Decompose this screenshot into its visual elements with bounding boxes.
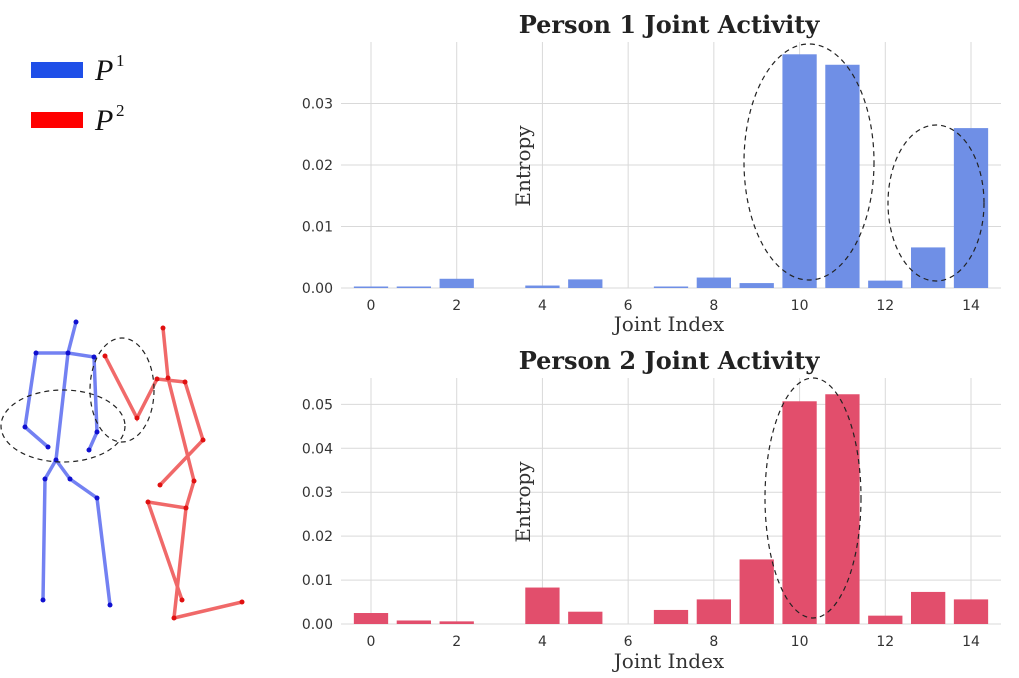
- legend: P 1 P 2: [31, 51, 125, 137]
- highlight-ellipse-p2-arm: [89, 337, 155, 443]
- y-tick-label: 0.00: [302, 281, 333, 297]
- bar-joint-12: [868, 615, 903, 624]
- x-tick-label: 2: [452, 298, 461, 314]
- bar-joint-0: [353, 613, 389, 624]
- x-tick-label: 12: [876, 634, 894, 650]
- chart-person-1: Person 1 Joint Activity 0 2 4 6 8 10 12 14 0.00…: [302, 10, 1001, 336]
- legend-item-p1: P 1: [31, 51, 125, 87]
- y-tick-label: 0.02: [302, 529, 333, 545]
- x-tick-label: 4: [538, 298, 547, 314]
- y-axis-label: Entropy: [511, 125, 535, 207]
- bar-joint-2: [439, 278, 474, 288]
- x-tick-label: 2: [452, 634, 461, 650]
- bar-joint-1: [396, 286, 431, 288]
- bar-joint-5: [568, 279, 603, 288]
- highlight-ellipse-joints-13-14: [887, 124, 985, 282]
- x-tick-label: 8: [709, 298, 718, 314]
- legend-sup-p2: 2: [116, 101, 125, 120]
- x-axis-label: Joint Index: [612, 649, 725, 673]
- skeleton-illustration: [0, 319, 245, 621]
- x-tick-labels: 0 2 4 6 8 10 12 14: [367, 298, 980, 314]
- bar-joint-5: [568, 611, 603, 624]
- skeleton-person-2: [103, 326, 244, 620]
- bars: [353, 54, 989, 288]
- bar-joint-10: [782, 401, 817, 624]
- y-tick-label: 0.02: [302, 158, 333, 174]
- highlight-ellipse-joints-10-11: [743, 43, 875, 281]
- chart-person-2: Person 2 Joint Activity 0 2 4 6 8 10 12 14 0.00…: [302, 346, 1001, 673]
- bar-joint-9: [739, 559, 774, 624]
- chart-title: Person 1 Joint Activity: [519, 10, 821, 39]
- bar-joint-11: [825, 64, 860, 288]
- x-tick-label: 4: [538, 634, 547, 650]
- annotations: [743, 43, 985, 282]
- bar-joint-10: [782, 54, 817, 288]
- bar-joint-4: [525, 285, 560, 288]
- bar-joint-0: [353, 286, 389, 288]
- x-tick-label: 6: [624, 634, 633, 650]
- y-tick-label: 0.03: [302, 485, 333, 501]
- bar-joint-13: [911, 591, 946, 624]
- x-tick-label: 6: [624, 298, 633, 314]
- x-tick-label: 0: [367, 634, 376, 650]
- y-tick-label: 0.01: [302, 220, 333, 236]
- y-tick-labels: 0.00 0.01 0.02 0.03 0.04 0.05: [302, 397, 333, 633]
- bar-joint-7: [653, 286, 689, 288]
- x-tick-label: 14: [962, 634, 980, 650]
- bar-joint-8: [696, 277, 731, 288]
- bar-joint-4: [525, 587, 560, 624]
- grid: [341, 378, 1001, 625]
- annotations: [764, 377, 862, 619]
- x-axis-label: Joint Index: [612, 312, 725, 336]
- legend-label-p1: P: [94, 54, 113, 87]
- y-tick-label: 0.00: [302, 617, 333, 633]
- skeleton-person-2-joints: [102, 325, 245, 621]
- skeleton-person-1-joints: [22, 319, 113, 608]
- legend-label-p2: P: [94, 104, 113, 137]
- bar-joint-9: [739, 283, 774, 288]
- x-tick-label: 8: [709, 634, 718, 650]
- legend-item-p2: P 2: [31, 101, 125, 137]
- bar-joint-14: [953, 128, 989, 288]
- legend-sup-p1: 1: [116, 51, 125, 70]
- bar-joint-8: [696, 599, 731, 624]
- x-tick-label: 0: [367, 298, 376, 314]
- bar-joint-13: [911, 247, 946, 288]
- bar-joint-7: [653, 609, 689, 624]
- y-tick-label: 0.05: [302, 397, 333, 413]
- legend-swatch-p1: [31, 62, 83, 78]
- x-tick-label: 14: [962, 298, 980, 314]
- skeleton-person-1: [23, 320, 112, 607]
- highlight-ellipse-joints-10-11: [764, 377, 862, 619]
- y-tick-labels: 0.00 0.01 0.02 0.03: [302, 97, 333, 298]
- grid: [341, 42, 1001, 289]
- highlight-ellipse-p1-arms: [0, 389, 126, 463]
- bar-joint-1: [396, 620, 431, 624]
- x-tick-label: 12: [876, 298, 894, 314]
- legend-swatch-p2: [31, 112, 83, 128]
- y-tick-label: 0.04: [302, 441, 333, 457]
- y-tick-label: 0.01: [302, 573, 333, 589]
- bars: [353, 394, 989, 624]
- x-tick-labels: 0 2 4 6 8 10 12 14: [367, 634, 980, 650]
- x-tick-label: 10: [791, 634, 809, 650]
- x-tick-label: 10: [791, 298, 809, 314]
- y-axis-label: Entropy: [511, 461, 535, 543]
- bar-joint-14: [953, 599, 989, 624]
- bar-joint-11: [825, 394, 860, 624]
- y-tick-label: 0.03: [302, 97, 333, 113]
- bar-joint-2: [439, 621, 474, 624]
- bar-joint-12: [868, 280, 903, 288]
- chart-title: Person 2 Joint Activity: [519, 346, 821, 375]
